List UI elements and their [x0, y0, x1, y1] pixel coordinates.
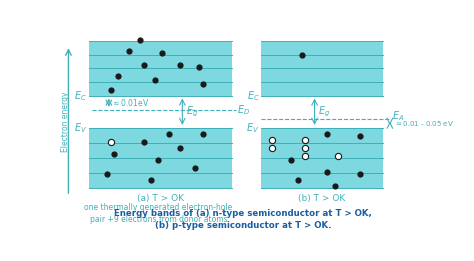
Bar — [89, 41, 232, 96]
Text: $E_C$: $E_C$ — [74, 89, 87, 103]
Text: $E_D$: $E_D$ — [237, 103, 250, 117]
Text: $E_V$: $E_V$ — [246, 121, 259, 135]
Text: (b) T > OK: (b) T > OK — [298, 194, 346, 203]
Text: $E_V$: $E_V$ — [73, 121, 87, 135]
Text: Electron energy: Electron energy — [61, 92, 70, 152]
Text: (a) T > OK: (a) T > OK — [137, 194, 184, 203]
Text: Energy bands of (a) n-type semiconductor at T > OK,
(b) p-type semiconductor at : Energy bands of (a) n-type semiconductor… — [114, 210, 372, 230]
Text: $E_g$: $E_g$ — [186, 104, 198, 119]
Text: $E_A$: $E_A$ — [392, 109, 404, 123]
Text: $\approx$0.01 - 0.05 eV: $\approx$0.01 - 0.05 eV — [393, 119, 454, 128]
Text: $E_C$: $E_C$ — [246, 89, 259, 103]
Bar — [89, 128, 232, 188]
Bar — [261, 41, 383, 96]
Text: one thermally generated electron-hole
pair +9 electrons from donor atoms: one thermally generated electron-hole pa… — [84, 203, 233, 224]
Bar — [261, 128, 383, 188]
Text: $E_g$: $E_g$ — [318, 104, 330, 119]
Text: $\approx$0.01eV: $\approx$0.01eV — [110, 97, 149, 108]
